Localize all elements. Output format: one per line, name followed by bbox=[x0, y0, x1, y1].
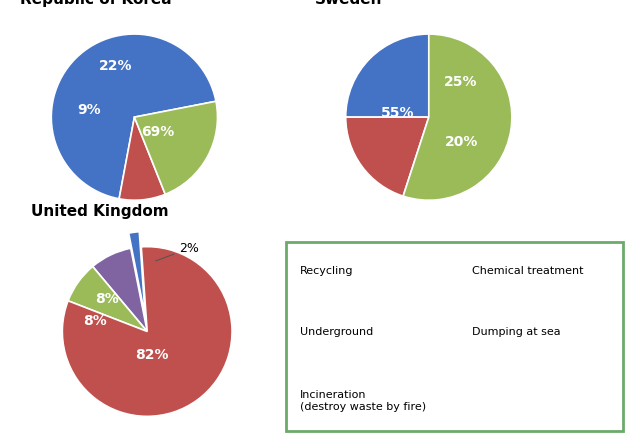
Text: 20%: 20% bbox=[445, 135, 479, 149]
Text: Incineration
(destroy waste by fire): Incineration (destroy waste by fire) bbox=[300, 390, 426, 412]
Text: 8%: 8% bbox=[95, 292, 119, 306]
Wedge shape bbox=[51, 34, 216, 199]
Wedge shape bbox=[346, 34, 429, 117]
Text: Recycling: Recycling bbox=[300, 266, 354, 276]
Text: 55%: 55% bbox=[380, 106, 414, 120]
Text: 25%: 25% bbox=[444, 75, 477, 89]
Text: Underground: Underground bbox=[300, 327, 374, 337]
Text: 22%: 22% bbox=[99, 59, 133, 72]
Wedge shape bbox=[93, 248, 147, 332]
Wedge shape bbox=[68, 267, 147, 332]
Text: 82%: 82% bbox=[134, 348, 168, 362]
Wedge shape bbox=[62, 247, 232, 416]
Wedge shape bbox=[346, 117, 429, 196]
Text: United Kingdom: United Kingdom bbox=[31, 204, 168, 219]
Wedge shape bbox=[119, 117, 165, 200]
FancyBboxPatch shape bbox=[286, 242, 623, 431]
Text: Sweden: Sweden bbox=[314, 0, 382, 7]
Text: 8%: 8% bbox=[83, 314, 106, 328]
Text: 69%: 69% bbox=[141, 125, 174, 139]
Text: Dumping at sea: Dumping at sea bbox=[472, 327, 561, 337]
Text: Republic of Korea: Republic of Korea bbox=[20, 0, 172, 7]
Wedge shape bbox=[403, 34, 512, 200]
Text: 9%: 9% bbox=[77, 103, 100, 118]
Text: 2%: 2% bbox=[156, 242, 199, 261]
Wedge shape bbox=[134, 101, 218, 194]
Text: Chemical treatment: Chemical treatment bbox=[472, 266, 584, 276]
Wedge shape bbox=[129, 232, 145, 316]
